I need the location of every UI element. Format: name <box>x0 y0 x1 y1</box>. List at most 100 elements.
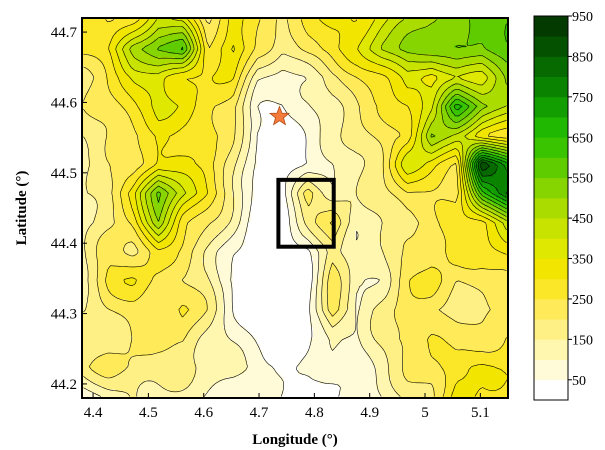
contour-cell <box>241 113 245 118</box>
contour-cell <box>202 101 206 106</box>
contour-cell <box>454 110 458 115</box>
contour-cell <box>124 50 128 55</box>
contour-cell <box>322 62 326 67</box>
contour-cell <box>304 32 308 37</box>
contour-cell <box>94 50 98 55</box>
contour-cell <box>385 83 389 88</box>
contour-cell <box>142 50 146 55</box>
contour-cell <box>421 77 425 82</box>
contour-cell <box>214 47 218 52</box>
contour-cell <box>199 116 203 121</box>
contour-cell <box>85 32 89 37</box>
contour-cell <box>253 23 257 28</box>
contour-cell <box>337 38 341 43</box>
contour-cell <box>184 20 188 25</box>
contour-cell <box>262 65 266 70</box>
contour-cell <box>304 56 308 61</box>
contour-cell <box>217 44 221 49</box>
contour-cell <box>268 59 272 64</box>
contour-cell <box>130 92 134 97</box>
contour-cell <box>205 38 209 43</box>
contour-cell <box>331 110 335 115</box>
contour-cell <box>115 71 119 76</box>
contour-cell <box>328 65 332 70</box>
contour-cell <box>496 89 500 94</box>
contour-cell <box>220 29 224 34</box>
contour-cell <box>154 35 158 40</box>
contour-cell <box>226 50 230 55</box>
contour-cell <box>121 107 125 112</box>
contour-cell <box>460 62 464 67</box>
contour-cell <box>316 83 320 88</box>
contour-cell <box>211 65 215 70</box>
contour-cell <box>280 98 284 103</box>
contour-cell <box>421 20 425 25</box>
contour-cell <box>484 65 488 70</box>
contour-cell <box>367 62 371 67</box>
contour-cell <box>382 71 386 76</box>
contour-cell <box>286 92 290 97</box>
contour-cell <box>286 101 290 106</box>
contour-cell <box>412 41 416 46</box>
contour-cell <box>85 59 89 64</box>
contour-cell <box>502 77 506 82</box>
contour-cell <box>130 53 134 58</box>
contour-cell <box>100 32 104 37</box>
contour-cell <box>337 83 341 88</box>
contour-cell <box>85 35 89 40</box>
contour-cell <box>100 26 104 31</box>
contour-cell <box>289 71 293 76</box>
contour-cell <box>265 65 269 70</box>
contour-cell <box>145 71 149 76</box>
contour-cell <box>94 26 98 31</box>
contour-cell <box>493 56 497 61</box>
contour-cell <box>247 59 251 64</box>
contour-cell <box>211 68 215 73</box>
contour-cell <box>343 26 347 31</box>
contour-cell <box>196 110 200 115</box>
contour-cell <box>286 77 290 82</box>
contour-cell <box>301 41 305 46</box>
contour-cell <box>427 35 431 40</box>
contour-cell <box>211 18 215 22</box>
contour-cell <box>289 104 293 109</box>
contour-cell <box>487 71 491 76</box>
contour-cell <box>208 50 212 55</box>
contour-cell <box>127 83 131 88</box>
contour-cell <box>376 62 380 67</box>
contour-cell <box>238 23 242 28</box>
contour-cell <box>361 92 365 97</box>
contour-cell <box>487 26 491 31</box>
contour-cell <box>499 77 503 82</box>
contour-cell <box>139 110 143 115</box>
contour-cell <box>370 29 374 34</box>
contour-cell <box>130 116 134 121</box>
contour-cell <box>451 80 455 85</box>
contour-cell <box>133 98 137 103</box>
contour-cell <box>421 56 425 61</box>
contour-cell <box>388 65 392 70</box>
contour-cell <box>460 95 464 100</box>
contour-cell <box>223 23 227 28</box>
contour-cell <box>397 74 401 79</box>
contour-cell <box>499 35 503 40</box>
contour-cell <box>451 65 455 70</box>
contour-cell <box>313 56 317 61</box>
contour-cell <box>163 83 167 88</box>
contour-cell <box>205 71 209 76</box>
contour-cell <box>97 53 101 58</box>
contour-cell <box>244 62 248 67</box>
contour-cell <box>346 20 350 25</box>
contour-cell <box>379 23 383 28</box>
contour-cell <box>115 35 119 40</box>
contour-cell <box>325 92 329 97</box>
contour-cell <box>460 56 464 61</box>
contour-cell <box>190 68 194 73</box>
contour-cell <box>307 98 311 103</box>
contour-cell <box>124 95 128 100</box>
contour-cell <box>121 98 125 103</box>
contour-cell <box>400 92 404 97</box>
contour-cell <box>427 41 431 46</box>
contour-cell <box>217 35 221 40</box>
contour-cell <box>211 26 215 31</box>
